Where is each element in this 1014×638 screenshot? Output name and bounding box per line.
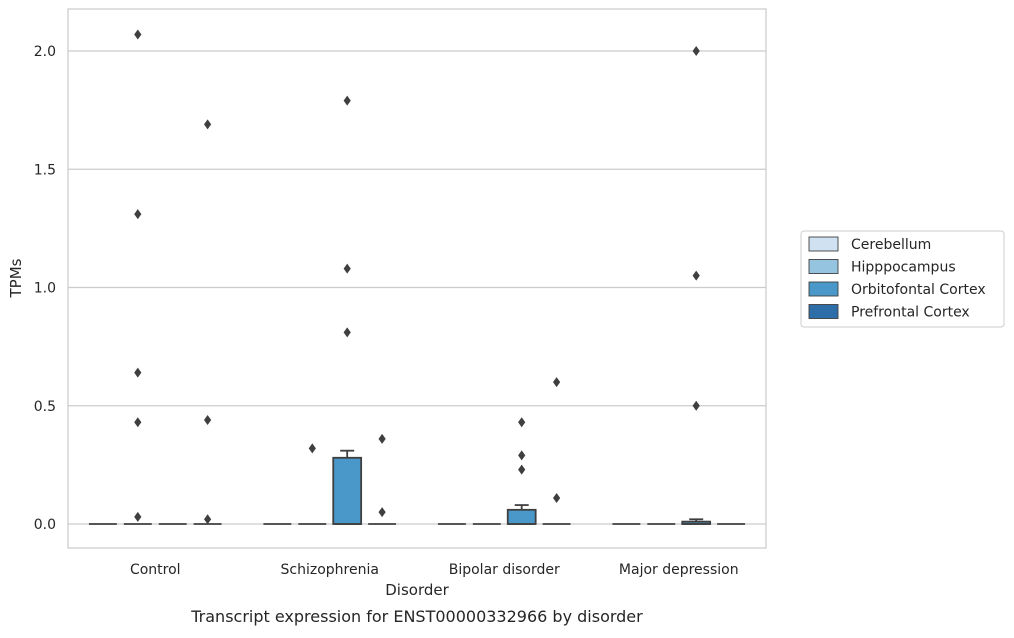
outlier-point — [518, 464, 526, 475]
outlier-point — [134, 417, 142, 428]
gridlines — [68, 50, 766, 525]
y-tick-label: 2.0 — [34, 44, 56, 60]
outlier-point — [134, 511, 142, 522]
box-2-2 — [506, 417, 537, 525]
plot-frame — [67, 8, 767, 549]
legend-swatch — [808, 304, 839, 319]
outlier-point — [204, 414, 212, 425]
outlier-point — [204, 119, 212, 130]
legend-label: Cerebellum — [851, 237, 931, 253]
outlier-point — [343, 95, 351, 106]
box-body — [332, 456, 363, 525]
outlier-point — [134, 367, 142, 378]
legend-items: Cerebellum Hipppocampus Orbitofontal Corte… — [808, 236, 986, 321]
box-3-2 — [681, 46, 712, 525]
legend-swatch — [808, 259, 839, 274]
outlier-point — [553, 492, 561, 503]
outlier-point — [518, 450, 526, 461]
box-1-3 — [368, 433, 397, 525]
legend-frame — [800, 230, 1005, 328]
box-1-1 — [298, 443, 327, 525]
y-axis-label: TPMs — [7, 258, 25, 298]
outlier-point — [134, 29, 142, 40]
x-tick-label: Control — [130, 562, 181, 578]
y-tick-label: 0.5 — [34, 399, 56, 415]
box-0-3 — [193, 119, 222, 525]
outlier-point — [518, 417, 526, 428]
box-0-1 — [123, 29, 152, 525]
y-tick-label: 1.5 — [34, 162, 56, 178]
outlier-point — [378, 433, 386, 444]
legend-label: Prefrontal Cortex — [851, 305, 970, 321]
box-1-2 — [332, 95, 363, 525]
x-axis-label: Disorder — [385, 581, 449, 599]
legend: Cerebellum Hipppocampus Orbitofontal Corte… — [800, 230, 1005, 328]
outlier-point — [134, 209, 142, 220]
outlier-point — [692, 270, 700, 281]
x-tick-label: Major depression — [619, 562, 739, 578]
y-tick-label: 1.0 — [34, 281, 56, 297]
outlier-point — [378, 507, 386, 518]
x-tick-label: Bipolar disorder — [449, 562, 560, 578]
outlier-point — [343, 327, 351, 338]
y-tick-label: 0.0 — [34, 517, 56, 533]
outlier-point — [553, 377, 561, 388]
box-series — [88, 29, 746, 525]
outlier-point — [308, 443, 316, 454]
chart-caption: Transcript expression for ENST0000033296… — [190, 607, 643, 626]
outlier-point — [204, 514, 212, 525]
outlier-point — [692, 46, 700, 56]
legend-label: Hipppocampus — [851, 260, 956, 276]
x-tick-label: Schizophrenia — [281, 562, 379, 578]
legend-label: Orbitofontal Cortex — [851, 282, 986, 298]
legend-swatch — [808, 281, 839, 297]
outlier-point — [692, 400, 700, 411]
y-axis-ticks: 0.0 0.5 1.0 1.5 2.0 — [34, 44, 56, 533]
outlier-point — [343, 263, 351, 274]
x-axis-ticks: Control Schizophrenia Bipolar disorder Majo… — [130, 562, 739, 578]
box-body — [506, 508, 537, 525]
box-2-3 — [542, 377, 571, 525]
legend-swatch — [808, 236, 839, 252]
